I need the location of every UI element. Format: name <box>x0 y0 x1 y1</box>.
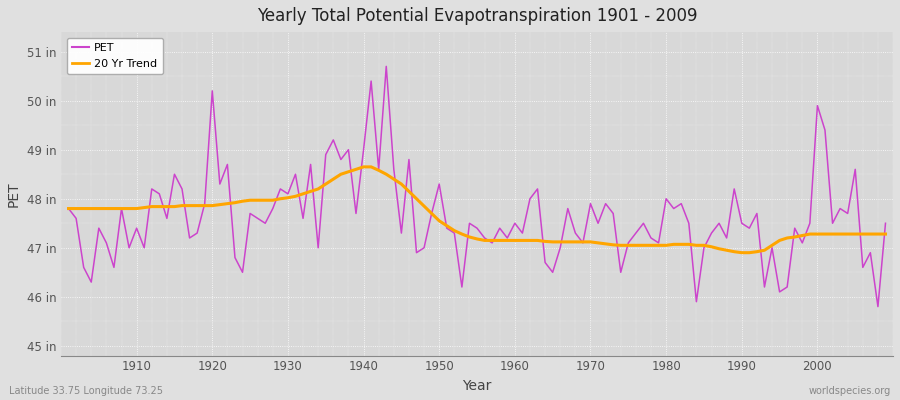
X-axis label: Year: Year <box>463 379 491 393</box>
20 Yr Trend <box>290 194 301 199</box>
Legend: PET, 20 Yr Trend: PET, 20 Yr Trend <box>67 38 163 74</box>
20 Yr Trend <box>63 206 74 211</box>
20 Yr Trend <box>123 206 134 211</box>
PET <box>880 221 891 226</box>
20 Yr Trend <box>608 242 618 247</box>
PET <box>608 211 618 216</box>
PET <box>336 157 346 162</box>
PET <box>872 304 883 309</box>
PET <box>290 172 301 177</box>
PET <box>123 245 134 250</box>
Title: Yearly Total Potential Evapotranspiration 1901 - 2009: Yearly Total Potential Evapotranspiratio… <box>256 7 698 25</box>
20 Yr Trend <box>358 164 369 169</box>
20 Yr Trend <box>517 238 527 243</box>
20 Yr Trend <box>336 172 346 177</box>
Line: PET: PET <box>68 66 886 307</box>
PET <box>509 221 520 226</box>
Text: worldspecies.org: worldspecies.org <box>809 386 891 396</box>
20 Yr Trend <box>880 232 891 236</box>
20 Yr Trend <box>736 250 747 255</box>
Line: 20 Yr Trend: 20 Yr Trend <box>68 167 886 253</box>
20 Yr Trend <box>509 238 520 243</box>
Text: Latitude 33.75 Longitude 73.25: Latitude 33.75 Longitude 73.25 <box>9 386 163 396</box>
PET <box>63 206 74 211</box>
PET <box>381 64 392 69</box>
Y-axis label: PET: PET <box>7 181 21 207</box>
PET <box>517 231 527 236</box>
